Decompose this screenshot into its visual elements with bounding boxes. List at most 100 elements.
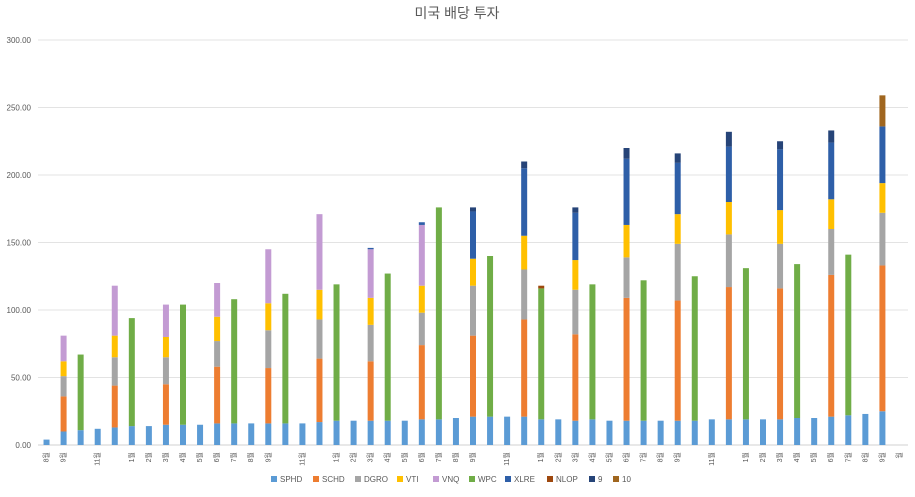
bar-segment-vti	[725, 202, 732, 235]
bar-segment-sphd	[640, 420, 647, 445]
bar-segment-wpc	[180, 304, 186, 425]
bar-segment-sphd	[418, 419, 425, 445]
bar-segment-wpc	[845, 254, 852, 416]
bar-segment-sphd	[879, 411, 886, 445]
bar-segment-sphd	[606, 420, 613, 445]
x-tick-label: 7월	[434, 452, 443, 462]
bar-segment-9	[470, 207, 476, 212]
bar-segment-xlre	[521, 168, 528, 236]
bar-segment-dgro	[367, 324, 374, 362]
y-tick-label: 50.00	[11, 374, 32, 383]
bar-segment-sphd	[470, 416, 476, 445]
legend-swatch-vti	[397, 476, 403, 482]
bar-segment-dgro	[111, 357, 118, 386]
bar-segment-vnq	[418, 224, 425, 286]
x-tick-label: 7월	[843, 452, 852, 462]
bar-segment-dgro	[828, 229, 835, 275]
bar-segment-schd	[521, 319, 528, 417]
bar-segment-schd	[418, 345, 425, 420]
bar-segment-sphd	[128, 426, 135, 445]
bar-segment-schd	[316, 358, 323, 423]
legend-label: SCHD	[322, 475, 345, 484]
y-tick-label: 100.00	[7, 306, 32, 315]
bar-segment-xlre	[828, 142, 835, 200]
legend-swatch-9	[589, 476, 595, 482]
bar-segment-vti	[521, 235, 528, 270]
bar-segment-dgro	[879, 212, 886, 266]
bar-segment-schd	[214, 366, 221, 424]
x-tick-label: 4월	[383, 452, 392, 462]
x-tick-label: 9월	[59, 452, 68, 462]
bar-segment-wpc	[589, 284, 596, 420]
bar-segment-wpc	[333, 284, 340, 421]
bar-segment-vnq	[316, 214, 323, 290]
bar-segment-vti	[316, 289, 323, 320]
bar-segment-sphd	[94, 428, 101, 445]
bar-segment-wpc	[487, 256, 494, 417]
x-tick-label: 7월	[229, 452, 238, 462]
bar-segment-sphd	[725, 419, 732, 445]
bar-segment-10	[879, 95, 886, 127]
bar-segment-wpc	[231, 299, 238, 424]
bar-segment-nlop	[538, 285, 545, 289]
x-tick-label: 6월	[417, 452, 426, 462]
x-tick-label: 4월	[792, 452, 801, 462]
bar-segment-vti	[879, 183, 886, 213]
bar-segment-schd	[828, 274, 835, 417]
bar-segment-schd	[265, 368, 272, 424]
bar-segment-dgro	[623, 257, 630, 298]
bar-segment-sphd	[777, 419, 784, 445]
bar-segment-wpc	[742, 268, 749, 420]
bar-segment-sphd	[555, 419, 562, 445]
bar-segment-xlre	[418, 222, 425, 225]
bar-segment-schd	[623, 297, 630, 421]
legend-label: NLOP	[556, 475, 578, 484]
bar-segment-sphd	[401, 420, 408, 445]
legend-label: XLRE	[514, 475, 535, 484]
bar-segment-9	[777, 141, 784, 150]
bar-segment-dgro	[725, 234, 732, 288]
bar-segment-schd	[572, 334, 579, 421]
bar-segment-sphd	[794, 418, 801, 445]
bar-segment-schd	[111, 385, 118, 428]
bar-segment-9	[623, 148, 630, 159]
bar-segment-vnq	[265, 249, 272, 304]
legend-swatch-sphd	[271, 476, 277, 482]
x-tick-label: 8월	[860, 452, 869, 462]
x-tick-label: 9월	[877, 452, 886, 462]
x-tick-label: 5월	[195, 452, 204, 462]
bar-segment-wpc	[128, 318, 135, 427]
bar-segment-sphd	[657, 420, 664, 445]
bar-segment-sphd	[77, 430, 84, 445]
x-tick-label: 2월	[349, 452, 358, 462]
bar-segment-sphd	[111, 427, 118, 445]
x-tick-label: 8월	[451, 452, 460, 462]
bar-segment-dgro	[572, 289, 579, 335]
x-tick-label: 3월	[570, 452, 579, 462]
bar-segment-sphd	[828, 416, 835, 445]
y-tick-label: 0.00	[15, 441, 31, 450]
x-tick-label: 월	[894, 452, 903, 458]
x-tick-label: 5월	[604, 452, 613, 462]
x-tick-label: 9월	[673, 452, 682, 462]
x-tick-label: 11월	[93, 452, 102, 466]
x-tick-label: 9월	[263, 452, 272, 462]
bar-segment-wpc	[538, 288, 545, 420]
legend-label: SPHD	[280, 475, 302, 484]
bar-segment-sphd	[60, 431, 67, 445]
bar-segment-xlre	[725, 146, 732, 202]
legend-label: DGRO	[364, 475, 388, 484]
legend-label: WPC	[478, 475, 497, 484]
bar-segment-wpc	[794, 264, 801, 418]
bar-segment-xlre	[572, 212, 579, 261]
bar-segment-schd	[777, 288, 784, 420]
bar-segment-xlre	[777, 149, 784, 211]
x-tick-label: 8월	[42, 452, 51, 462]
bar-segment-vti	[572, 260, 579, 290]
bar-segment-xlre	[623, 158, 630, 225]
bar-segment-dgro	[470, 285, 476, 336]
bar-segment-xlre	[879, 126, 886, 184]
x-tick-label: 8월	[246, 452, 255, 462]
x-axis-tick-labels: 8월 9월 11월 1월 2월 3월 4월 5월 6월 7월 8월 9월 11월 1월 2월 3월 4월 5월 6월…	[42, 452, 904, 466]
legend-swatch-nlop	[547, 476, 553, 482]
